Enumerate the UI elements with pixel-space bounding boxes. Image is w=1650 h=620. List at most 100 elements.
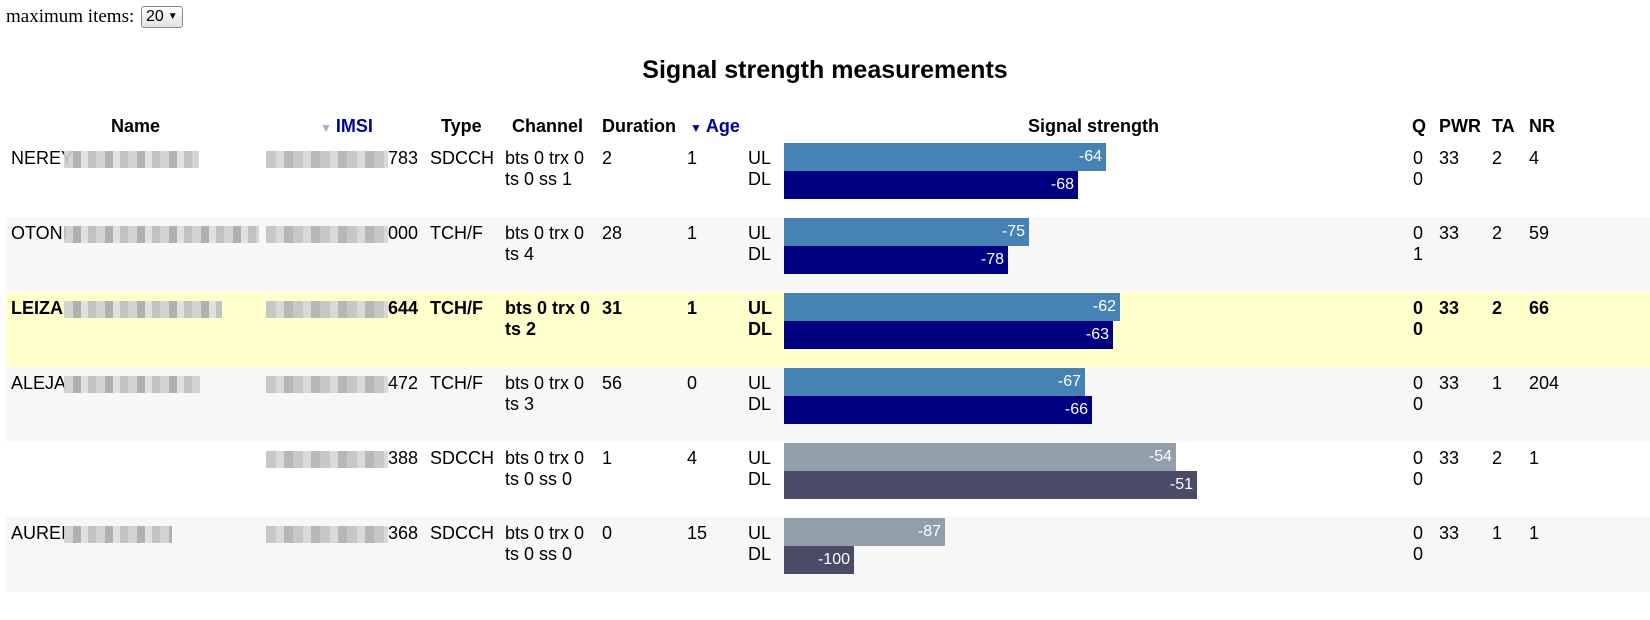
header-name[interactable]: Name — [111, 116, 161, 136]
downlink-value: -100 — [817, 551, 850, 568]
duration: 2 — [602, 148, 613, 168]
link-labels: UL DL — [748, 298, 772, 340]
link-labels: UL DL — [748, 223, 771, 265]
link-labels: UL DL — [748, 448, 771, 490]
quality-line-2: 0 — [1413, 319, 1424, 339]
max-items-select[interactable]: 20 ▼ — [141, 6, 183, 28]
neighbor-reports: 1 — [1529, 448, 1540, 468]
sort-indicator-icon: ▼ — [320, 121, 332, 135]
table-row: 388 SDCCH bts 0 trx 0 ts 0 ss 0 1 4 UL DL -54 -51… — [6, 442, 1650, 517]
imsi-suffix: 644 — [388, 298, 419, 318]
link-labels-line-1: UL — [748, 448, 772, 468]
redacted-imsi — [266, 151, 388, 168]
header-q[interactable]: Q — [1412, 116, 1427, 136]
uplink-value: -64 — [1078, 148, 1102, 165]
channel-line-2: ts 3 — [505, 394, 535, 414]
uplink-value: -75 — [1001, 223, 1025, 240]
channel: bts 0 trx 0 ts 0 ss 1 — [505, 148, 584, 190]
page-title: Signal strength measurements — [642, 56, 1008, 84]
chevron-down-icon: ▼ — [167, 11, 178, 22]
quality-line-1: 0 — [1413, 223, 1424, 243]
header-imsi[interactable]: ▼ IMSI — [320, 116, 373, 137]
redacted-name — [64, 376, 200, 393]
quality-line-1: 0 — [1413, 523, 1424, 543]
imsi-suffix: 000 — [388, 223, 419, 243]
channel-line-2: ts 0 ss 0 — [505, 469, 573, 489]
table-row: LEIZA 644 TCH/F bts 0 trx 0 ts 2 31 1 UL DL -62 -6… — [6, 292, 1650, 367]
link-labels-line-1: UL — [748, 148, 772, 168]
header-duration[interactable]: Duration — [602, 116, 676, 136]
link-labels-line-2: DL — [748, 244, 772, 264]
channel: bts 0 trx 0 ts 2 — [505, 298, 590, 340]
quality-line-2: 0 — [1413, 394, 1424, 414]
header-age-label: Age — [705, 116, 740, 136]
neighbor-reports: 1 — [1529, 523, 1540, 543]
uplink-signal-bar: -67 — [784, 368, 1085, 396]
channel-line-1: bts 0 trx 0 — [505, 523, 585, 543]
age: 1 — [687, 223, 698, 243]
channel-type: TCH/F — [430, 223, 483, 243]
power: 33 — [1439, 223, 1460, 243]
uplink-value: -87 — [917, 523, 941, 540]
downlink-value: -63 — [1085, 326, 1109, 343]
quality-line-2: 0 — [1413, 169, 1424, 189]
neighbor-reports: 4 — [1529, 148, 1540, 168]
uplink-value: -54 — [1148, 448, 1172, 465]
redacted-imsi — [266, 526, 388, 543]
header-age[interactable]: ▼ Age — [690, 116, 740, 137]
header-pwr[interactable]: PWR — [1439, 116, 1481, 136]
channel-line-2: ts 4 — [505, 244, 535, 264]
link-labels: UL DL — [748, 373, 771, 415]
channel-line-2: ts 0 ss 0 — [505, 544, 573, 564]
table-row: AUREI 368 SDCCH bts 0 trx 0 ts 0 ss 0 0 15 UL DL… — [6, 517, 1650, 592]
header-type[interactable]: Type — [441, 116, 482, 136]
subscriber-name: ALEJA — [11, 373, 67, 393]
uplink-signal-bar: -64 — [784, 143, 1106, 171]
power: 33 — [1439, 523, 1460, 543]
header-nr[interactable]: NR — [1529, 116, 1555, 136]
channel-line-1: bts 0 trx 0 — [505, 373, 585, 393]
quality-line-2: 0 — [1413, 469, 1424, 489]
timing-advance: 1 — [1492, 523, 1503, 543]
channel-type: SDCCH — [430, 148, 495, 168]
channel-line-2: ts 0 ss 1 — [505, 169, 573, 189]
neighbor-reports: 59 — [1529, 223, 1550, 243]
age: 1 — [687, 298, 698, 318]
link-labels-line-1: UL — [748, 373, 772, 393]
power: 33 — [1439, 148, 1460, 168]
downlink-signal-bar: -66 — [784, 396, 1092, 424]
timing-advance: 2 — [1492, 223, 1503, 243]
redacted-name — [64, 301, 222, 318]
channel-type: TCH/F — [430, 298, 483, 318]
imsi-suffix: 783 — [388, 148, 419, 168]
uplink-signal-bar: -54 — [784, 443, 1176, 471]
neighbor-reports: 204 — [1529, 373, 1560, 393]
imsi-suffix: 388 — [388, 448, 419, 468]
table-row: NEREY 783 SDCCH bts 0 trx 0 ts 0 ss 1 2 1 UL DL -… — [6, 142, 1650, 217]
redacted-name — [64, 226, 259, 243]
uplink-signal-bar: -87 — [784, 518, 945, 546]
quality-line-1: 0 — [1413, 373, 1424, 393]
channel: bts 0 trx 0 ts 0 ss 0 — [505, 448, 584, 490]
quality-line-2: 0 — [1413, 544, 1424, 564]
downlink-signal-bar: -68 — [784, 171, 1078, 199]
power: 33 — [1439, 373, 1460, 393]
timing-advance: 2 — [1492, 148, 1503, 168]
redacted-imsi — [266, 226, 388, 243]
max-items-control: maximum items: 20 ▼ — [6, 6, 183, 28]
link-labels-line-2: DL — [748, 319, 772, 339]
header-ta[interactable]: TA — [1492, 116, 1515, 136]
subscriber-name: LEIZA — [11, 298, 63, 318]
sort-indicator-icon: ▼ — [690, 121, 702, 135]
age: 1 — [687, 148, 698, 168]
header-imsi-label: IMSI — [335, 116, 373, 136]
header-channel[interactable]: Channel — [512, 116, 584, 136]
max-items-label: maximum items: — [6, 6, 135, 27]
channel-type: TCH/F — [430, 373, 483, 393]
downlink-value: -66 — [1064, 401, 1088, 418]
downlink-value: -68 — [1050, 176, 1074, 193]
link-labels-line-2: DL — [748, 544, 772, 564]
link-labels: UL DL — [748, 523, 771, 565]
timing-advance: 2 — [1492, 298, 1503, 318]
header-signal-strength[interactable]: Signal strength — [1028, 116, 1160, 136]
